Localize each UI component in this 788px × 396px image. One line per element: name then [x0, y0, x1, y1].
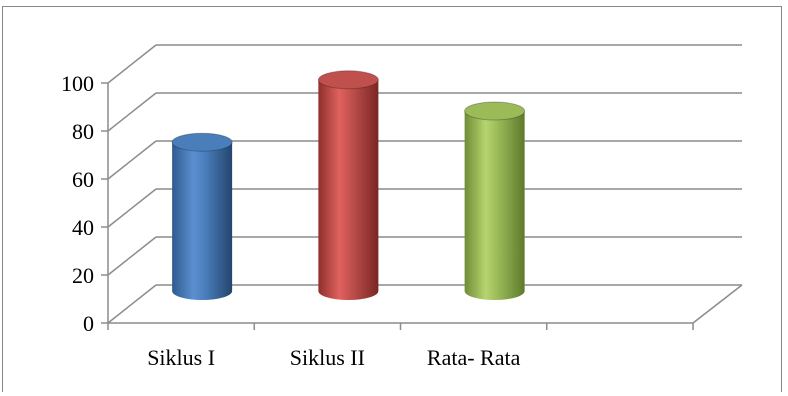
- bar: [171, 132, 233, 300]
- bar-cap: [171, 132, 233, 152]
- gridlines: [107, 44, 742, 324]
- bar-body: [464, 111, 525, 300]
- x-tick-label: Siklus I: [147, 345, 215, 370]
- gridline-depth: [107, 284, 157, 324]
- x-tick-label: Rata- Rata: [427, 345, 521, 370]
- gridline-depth: [107, 236, 157, 276]
- bar-cap: [464, 101, 526, 121]
- gridline-depth: [107, 92, 157, 132]
- gridline-depth: [107, 44, 157, 84]
- chart-frame: [2, 6, 782, 392]
- y-tick-label: 100: [61, 71, 94, 96]
- axes: [101, 82, 743, 330]
- floor-edge: [692, 284, 743, 324]
- axis-labels: 0 20 40 60 80 100 Siklus I Siklus II Rata- Rata: [61, 71, 521, 370]
- bars: [171, 70, 526, 300]
- gridline-depth: [107, 140, 157, 180]
- y-tick-label: 60: [72, 167, 94, 192]
- gridline-depth: [107, 188, 157, 228]
- x-tick-label: Siklus II: [290, 345, 365, 370]
- y-tick-label: 40: [72, 215, 94, 240]
- y-tick-label: 80: [72, 119, 94, 144]
- y-tick-label: 20: [72, 263, 94, 288]
- y-tick-label: 0: [83, 311, 94, 336]
- bar-cap: [317, 70, 379, 90]
- bar: [317, 70, 379, 300]
- bar-body: [172, 142, 233, 300]
- bar: [464, 101, 526, 300]
- bar-body: [318, 79, 379, 300]
